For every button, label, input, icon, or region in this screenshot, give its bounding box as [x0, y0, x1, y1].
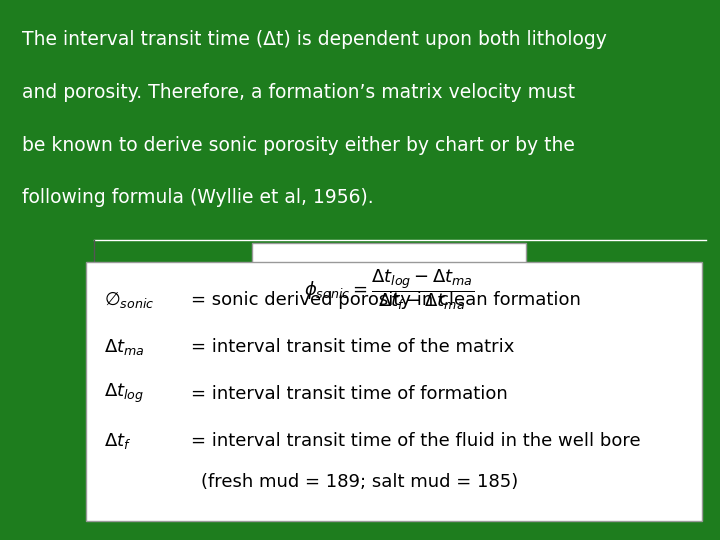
- Text: $\varnothing_{sonic}$: $\varnothing_{sonic}$: [104, 289, 155, 310]
- Text: The interval transit time (Δt) is dependent upon both lithology: The interval transit time (Δt) is depend…: [22, 30, 606, 49]
- Text: $\Delta t_{ma}$: $\Delta t_{ma}$: [104, 336, 145, 357]
- FancyBboxPatch shape: [252, 243, 526, 338]
- Text: be known to derive sonic porosity either by chart or by the: be known to derive sonic porosity either…: [22, 136, 575, 154]
- Text: = interval transit time of the matrix: = interval transit time of the matrix: [191, 338, 514, 356]
- Text: $\phi_{sonic} = \dfrac{\Delta t_{log} - \Delta t_{ma}}{\Delta t_{f} - \Delta t_{: $\phi_{sonic} = \dfrac{\Delta t_{log} - …: [304, 268, 474, 313]
- Text: $\Delta t_{f}$: $\Delta t_{f}$: [104, 430, 132, 451]
- Text: (fresh mud = 189; salt mud = 185): (fresh mud = 189; salt mud = 185): [202, 473, 518, 491]
- Text: $\Delta t_{log}$: $\Delta t_{log}$: [104, 382, 145, 405]
- Text: following formula (Wyllie et al, 1956).: following formula (Wyllie et al, 1956).: [22, 188, 373, 207]
- Text: = sonic derived porosity in clean formation: = sonic derived porosity in clean format…: [191, 291, 580, 309]
- Text: = interval transit time of formation: = interval transit time of formation: [191, 384, 508, 403]
- FancyBboxPatch shape: [86, 262, 702, 521]
- Text: = interval transit time of the fluid in the well bore: = interval transit time of the fluid in …: [191, 431, 640, 450]
- Text: and porosity. Therefore, a formation’s matrix velocity must: and porosity. Therefore, a formation’s m…: [22, 83, 575, 102]
